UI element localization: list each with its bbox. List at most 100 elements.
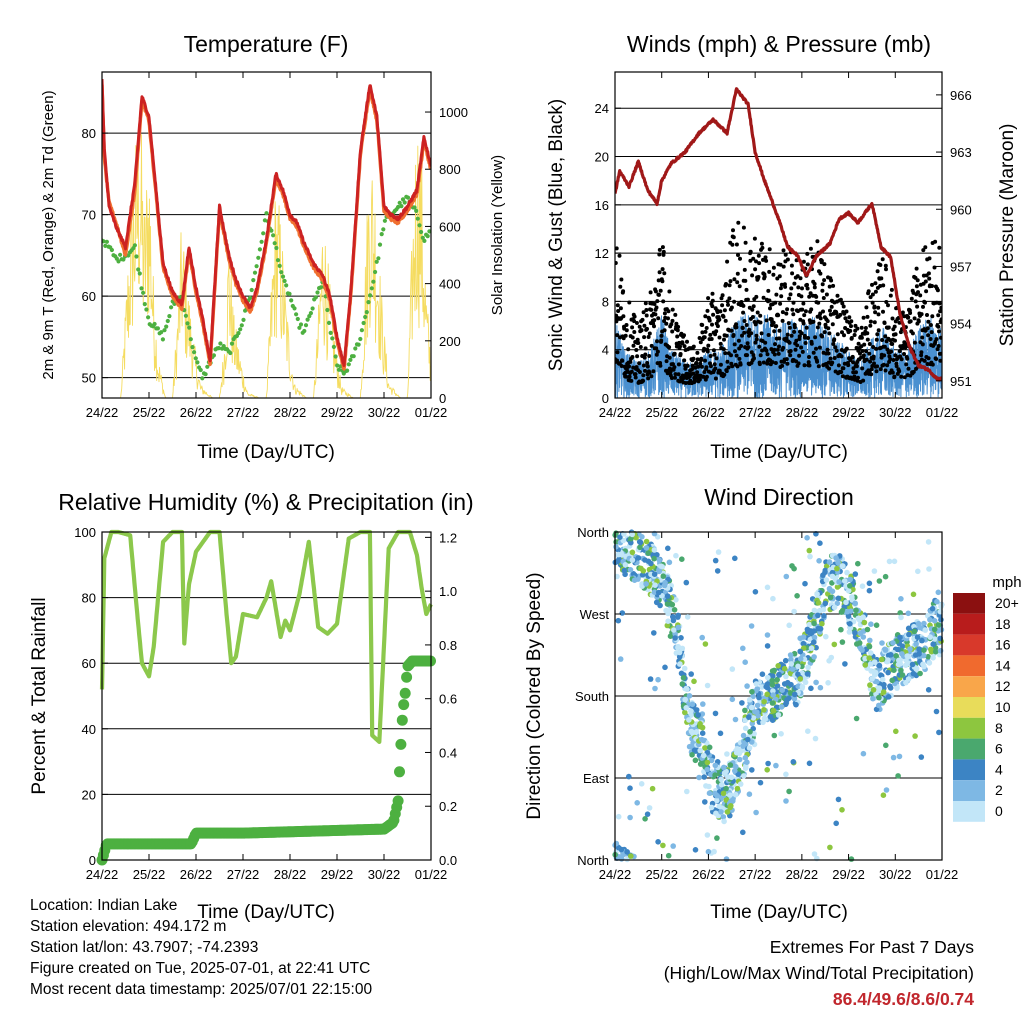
- direction-point: [817, 540, 823, 546]
- temperature-y2tick-label: 600: [439, 219, 461, 234]
- direction-point: [619, 610, 626, 616]
- winds-y2tick-label: 963: [950, 145, 972, 160]
- gust-point: [777, 344, 781, 349]
- gust-point: [865, 337, 870, 342]
- gust-point: [796, 361, 801, 366]
- direction-point: [615, 558, 621, 565]
- direction-point: [916, 646, 922, 652]
- gust-point: [866, 289, 871, 294]
- direction-point: [927, 634, 933, 640]
- gust-point: [701, 374, 706, 379]
- dewpoint-point: [169, 305, 174, 310]
- dewpoint-point: [335, 363, 340, 368]
- direction-point: [649, 785, 656, 792]
- humidity-ytick-label: 0: [89, 853, 96, 868]
- gust-point: [815, 359, 820, 364]
- gust-point: [713, 366, 718, 371]
- gust-point: [835, 293, 840, 298]
- dewpoint-point: [295, 316, 300, 322]
- gust-point: [654, 346, 659, 351]
- gust-point: [904, 362, 909, 367]
- dewpoint-point: [116, 259, 121, 264]
- direction-point: [622, 562, 629, 568]
- direction-point: [805, 728, 811, 734]
- gust-point: [919, 350, 924, 355]
- direction-point: [628, 853, 634, 859]
- gust-point: [789, 333, 794, 338]
- gust-point: [672, 351, 677, 356]
- direction-point: [744, 759, 750, 765]
- direction-point: [925, 653, 931, 660]
- direction-point: [878, 656, 885, 663]
- direction-point: [742, 765, 749, 771]
- gust-point: [769, 347, 774, 352]
- gust-point: [875, 364, 880, 369]
- humidity-xtick-label: 25/22: [133, 867, 166, 882]
- gust-point: [780, 318, 785, 323]
- direction-point: [727, 762, 734, 768]
- direction-point: [629, 557, 636, 563]
- winds-ylabel: Sonic Wind & Gust (Blue, Black): [546, 99, 567, 371]
- humidity-panel: Relative Humidity (%) & Precipitation (i…: [29, 489, 474, 923]
- dewpoint-point: [310, 306, 315, 311]
- direction-point: [807, 553, 813, 560]
- gust-point: [682, 344, 687, 349]
- gust-point: [647, 331, 652, 336]
- gust-point: [878, 367, 883, 372]
- gust-point: [834, 311, 839, 316]
- dewpoint-point: [165, 318, 170, 324]
- gust-point: [876, 328, 881, 333]
- gust-point: [659, 338, 664, 343]
- gust-point: [902, 352, 906, 356]
- dewpoint-point: [205, 364, 210, 369]
- gust-point: [653, 312, 658, 317]
- gust-point: [937, 329, 941, 334]
- direction-point: [795, 683, 801, 689]
- direction-point: [855, 560, 861, 567]
- gust-point: [695, 350, 700, 355]
- direction-point: [853, 715, 860, 722]
- direction-point: [886, 558, 893, 565]
- direction-point: [903, 679, 909, 686]
- temperature-xtick-label: 24/22: [86, 405, 119, 420]
- direction-point: [672, 635, 678, 641]
- gust-point: [784, 357, 789, 362]
- gust-point: [761, 257, 765, 262]
- gust-point: [861, 353, 866, 358]
- humidity-axes: 0 20 40 60 80 100 0.0 0.2 0.4 0.6 0.8 1.0 1.2 24/22 25…: [74, 525, 457, 882]
- gust-point: [912, 316, 917, 321]
- gust-point: [729, 305, 734, 310]
- direction-point: [746, 714, 752, 720]
- direction-point: [895, 773, 901, 779]
- gust-point: [723, 351, 728, 356]
- gust-point: [695, 370, 700, 375]
- gust-point: [750, 315, 755, 319]
- direction-point: [742, 717, 748, 723]
- winds-marks: [615, 87, 942, 398]
- gust-point: [885, 363, 890, 368]
- direction-point: [735, 771, 741, 777]
- gust-point: [725, 359, 730, 364]
- dewpoint-point: [228, 350, 233, 356]
- direction-point: [652, 582, 658, 588]
- gust-point: [697, 377, 702, 382]
- dewpoint-point: [248, 295, 253, 300]
- direction-point: [728, 798, 734, 805]
- direction-ytick-label: East: [583, 771, 609, 786]
- gust-point: [732, 342, 737, 347]
- station-latlon: Station lat/lon: 43.7907; -74.2393: [30, 939, 259, 956]
- gust-point: [685, 339, 689, 344]
- gust-point: [890, 342, 895, 346]
- gust-point: [864, 349, 869, 354]
- humidity-y2tick-label: 0.6: [439, 692, 457, 707]
- direction-point: [853, 607, 859, 614]
- gust-point: [675, 334, 680, 339]
- gust-point: [939, 335, 942, 340]
- precipitation-point: [399, 687, 411, 699]
- gust-point: [835, 332, 840, 337]
- direction-point: [764, 684, 771, 691]
- dewpoint-point: [422, 238, 427, 243]
- gust-point: [676, 372, 681, 377]
- direction-point: [836, 579, 842, 585]
- direction-point: [761, 698, 767, 705]
